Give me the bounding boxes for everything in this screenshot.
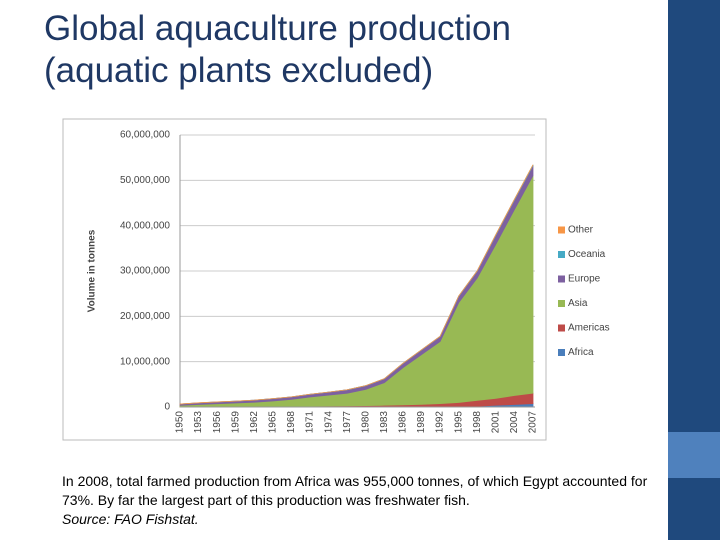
legend-swatch (558, 349, 565, 356)
caption: In 2008, total farmed production from Af… (62, 472, 662, 529)
legend-label: Americas (568, 323, 610, 334)
x-tick-label: 1965 (268, 411, 279, 434)
legend-label: Africa (568, 347, 594, 358)
x-tick-label: 1977 (342, 411, 353, 434)
caption-source: Source: FAO Fishstat. (62, 511, 199, 527)
slide-title: Global aquaculture production (aquatic p… (44, 9, 511, 90)
x-tick-label: 1992 (435, 411, 446, 434)
x-tick-label: 1962 (249, 411, 260, 434)
y-tick-label: 60,000,000 (120, 130, 170, 141)
legend-swatch (558, 324, 565, 332)
sidebar-accent (668, 432, 720, 478)
legend-label: Asia (568, 298, 588, 309)
legend-label: Other (568, 225, 594, 236)
x-tick-label: 1971 (305, 411, 316, 434)
legend-swatch (558, 251, 565, 258)
legend-label: Oceania (568, 249, 606, 260)
x-tick-label: 1983 (379, 411, 390, 434)
x-tick-label: 2001 (490, 411, 501, 434)
y-axis-label: Volume in tonnes (87, 229, 98, 312)
y-tick-label: 50,000,000 (120, 175, 170, 186)
x-tick-label: 1989 (416, 411, 427, 434)
y-tick-label: 30,000,000 (120, 266, 170, 277)
y-tick-label: 0 (164, 402, 170, 413)
x-tick-label: 1968 (286, 411, 297, 434)
x-tick-label: 1995 (453, 411, 464, 434)
x-tick-label: 1950 (175, 411, 186, 434)
legend-label: Europe (568, 274, 601, 285)
legend-swatch (558, 275, 565, 283)
y-tick-label: 20,000,000 (120, 311, 170, 322)
x-tick-label: 2007 (528, 411, 539, 434)
caption-text: In 2008, total farmed production from Af… (62, 473, 648, 508)
x-tick-label: 1980 (360, 411, 371, 434)
x-tick-label: 2004 (509, 411, 520, 434)
legend-swatch (558, 300, 565, 307)
x-tick-label: 1959 (230, 411, 241, 434)
x-tick-label: 1953 (193, 411, 204, 434)
y-tick-label: 10,000,000 (120, 356, 170, 367)
x-tick-label: 1956 (212, 411, 223, 434)
y-tick-label: 40,000,000 (120, 220, 170, 231)
x-tick-label: 1974 (323, 411, 334, 434)
x-tick-label: 1986 (398, 411, 409, 434)
area (179, 164, 534, 405)
x-tick-label: 1998 (472, 411, 483, 434)
legend-swatch (558, 226, 565, 234)
